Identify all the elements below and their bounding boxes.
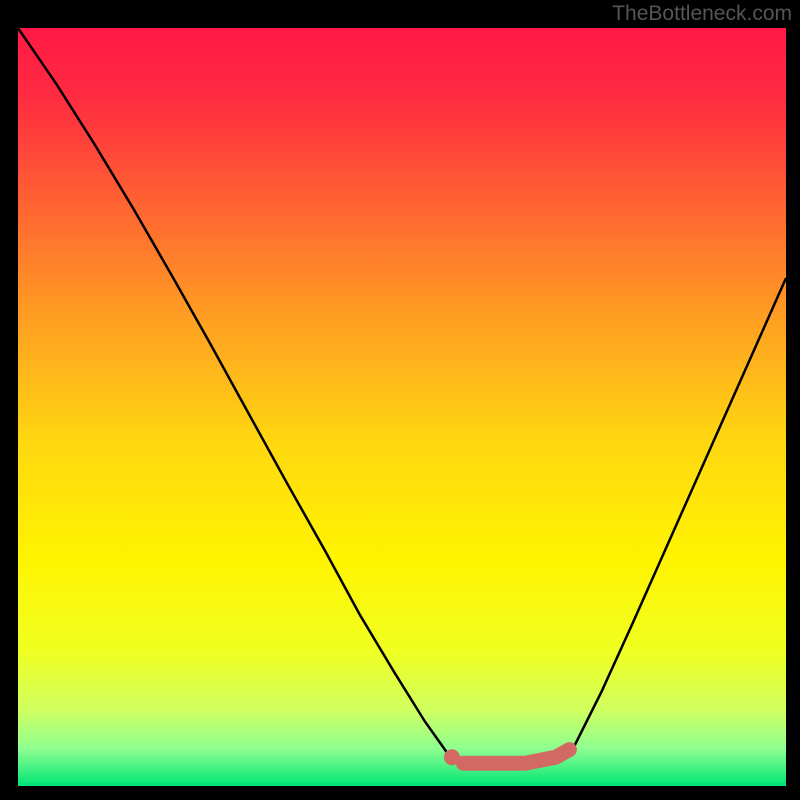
bottleneck-curve — [18, 28, 786, 761]
plot-area — [18, 28, 786, 786]
highlight-segment — [463, 750, 569, 764]
curve-layer — [18, 28, 786, 786]
watermark-text: TheBottleneck.com — [612, 2, 792, 26]
highlight-dot — [444, 749, 460, 765]
